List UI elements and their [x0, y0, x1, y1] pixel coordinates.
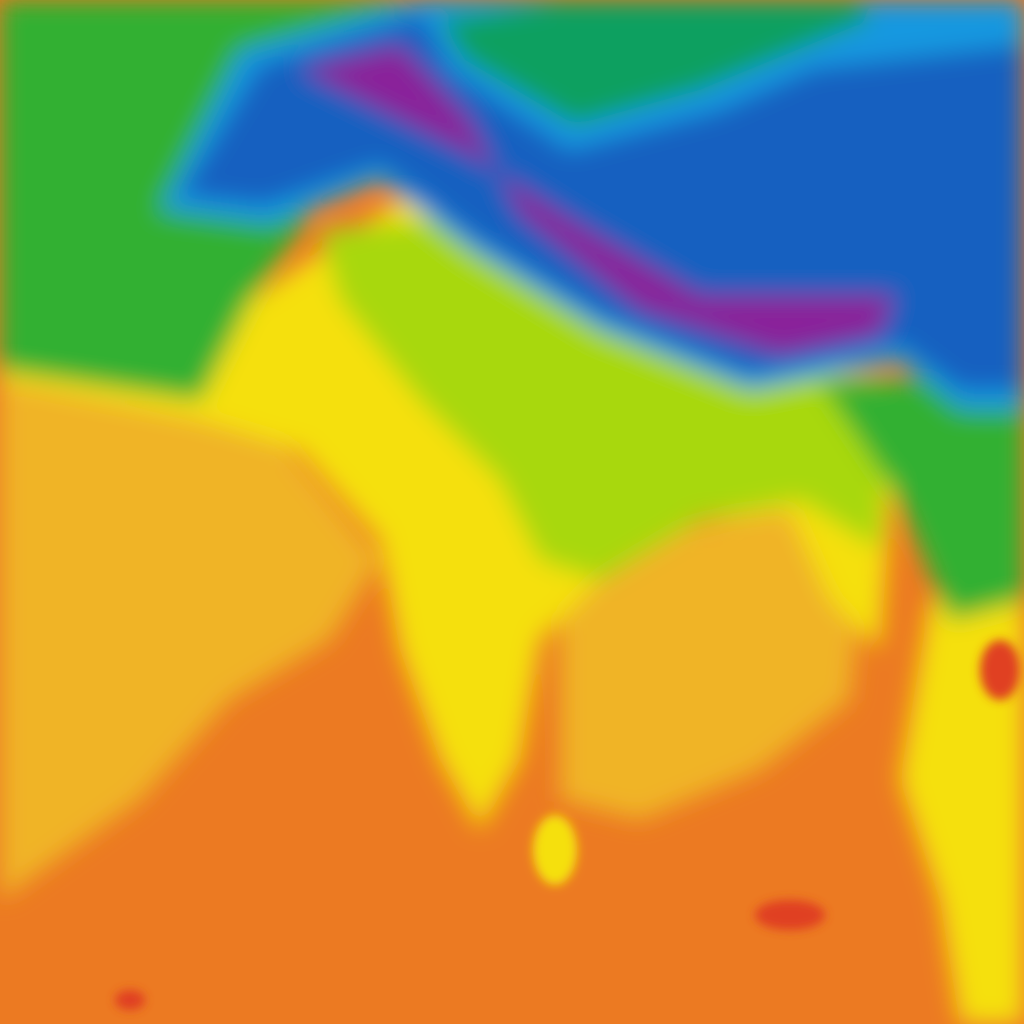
north-india-plains [320, 220, 890, 580]
hot-spot-southwest [115, 990, 145, 1010]
hot-spot-south [755, 900, 825, 930]
hot-spot-east [980, 640, 1020, 700]
bay-of-bengal-region [560, 500, 860, 820]
arabian-sea-region [0, 370, 380, 900]
tarim-basin [440, 0, 870, 125]
sri-lanka [533, 815, 577, 885]
northeast-green [820, 380, 1024, 620]
himalaya-band [300, 45, 895, 355]
